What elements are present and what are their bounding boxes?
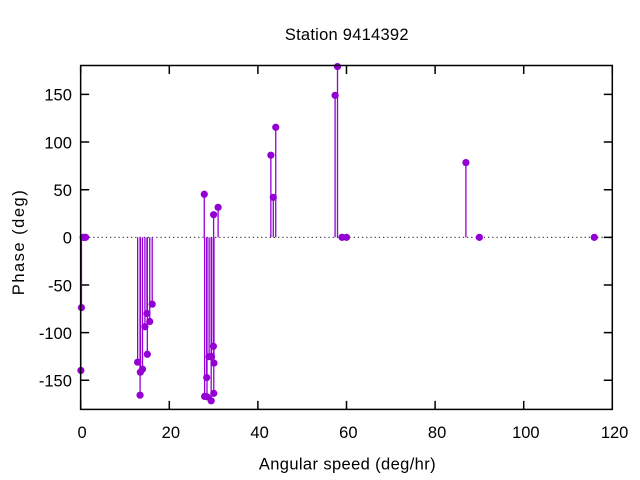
svg-text:-150: -150 (39, 373, 72, 391)
svg-text:Phase (deg): Phase (deg) (10, 189, 28, 295)
svg-text:100: 100 (512, 424, 540, 442)
svg-text:60: 60 (339, 424, 357, 442)
svg-text:20: 20 (162, 424, 180, 442)
svg-text:0: 0 (78, 424, 87, 442)
svg-text:120: 120 (601, 424, 629, 442)
svg-text:Station 9414392: Station 9414392 (285, 26, 409, 44)
svg-text:50: 50 (54, 182, 72, 200)
svg-text:80: 80 (428, 424, 446, 442)
svg-text:100: 100 (44, 134, 72, 152)
svg-text:Angular speed (deg/hr): Angular speed (deg/hr) (259, 456, 436, 474)
svg-text:-100: -100 (39, 325, 72, 343)
svg-text:40: 40 (250, 424, 268, 442)
svg-text:-50: -50 (48, 277, 72, 295)
svg-text:0: 0 (63, 230, 72, 248)
svg-text:150: 150 (44, 87, 72, 105)
